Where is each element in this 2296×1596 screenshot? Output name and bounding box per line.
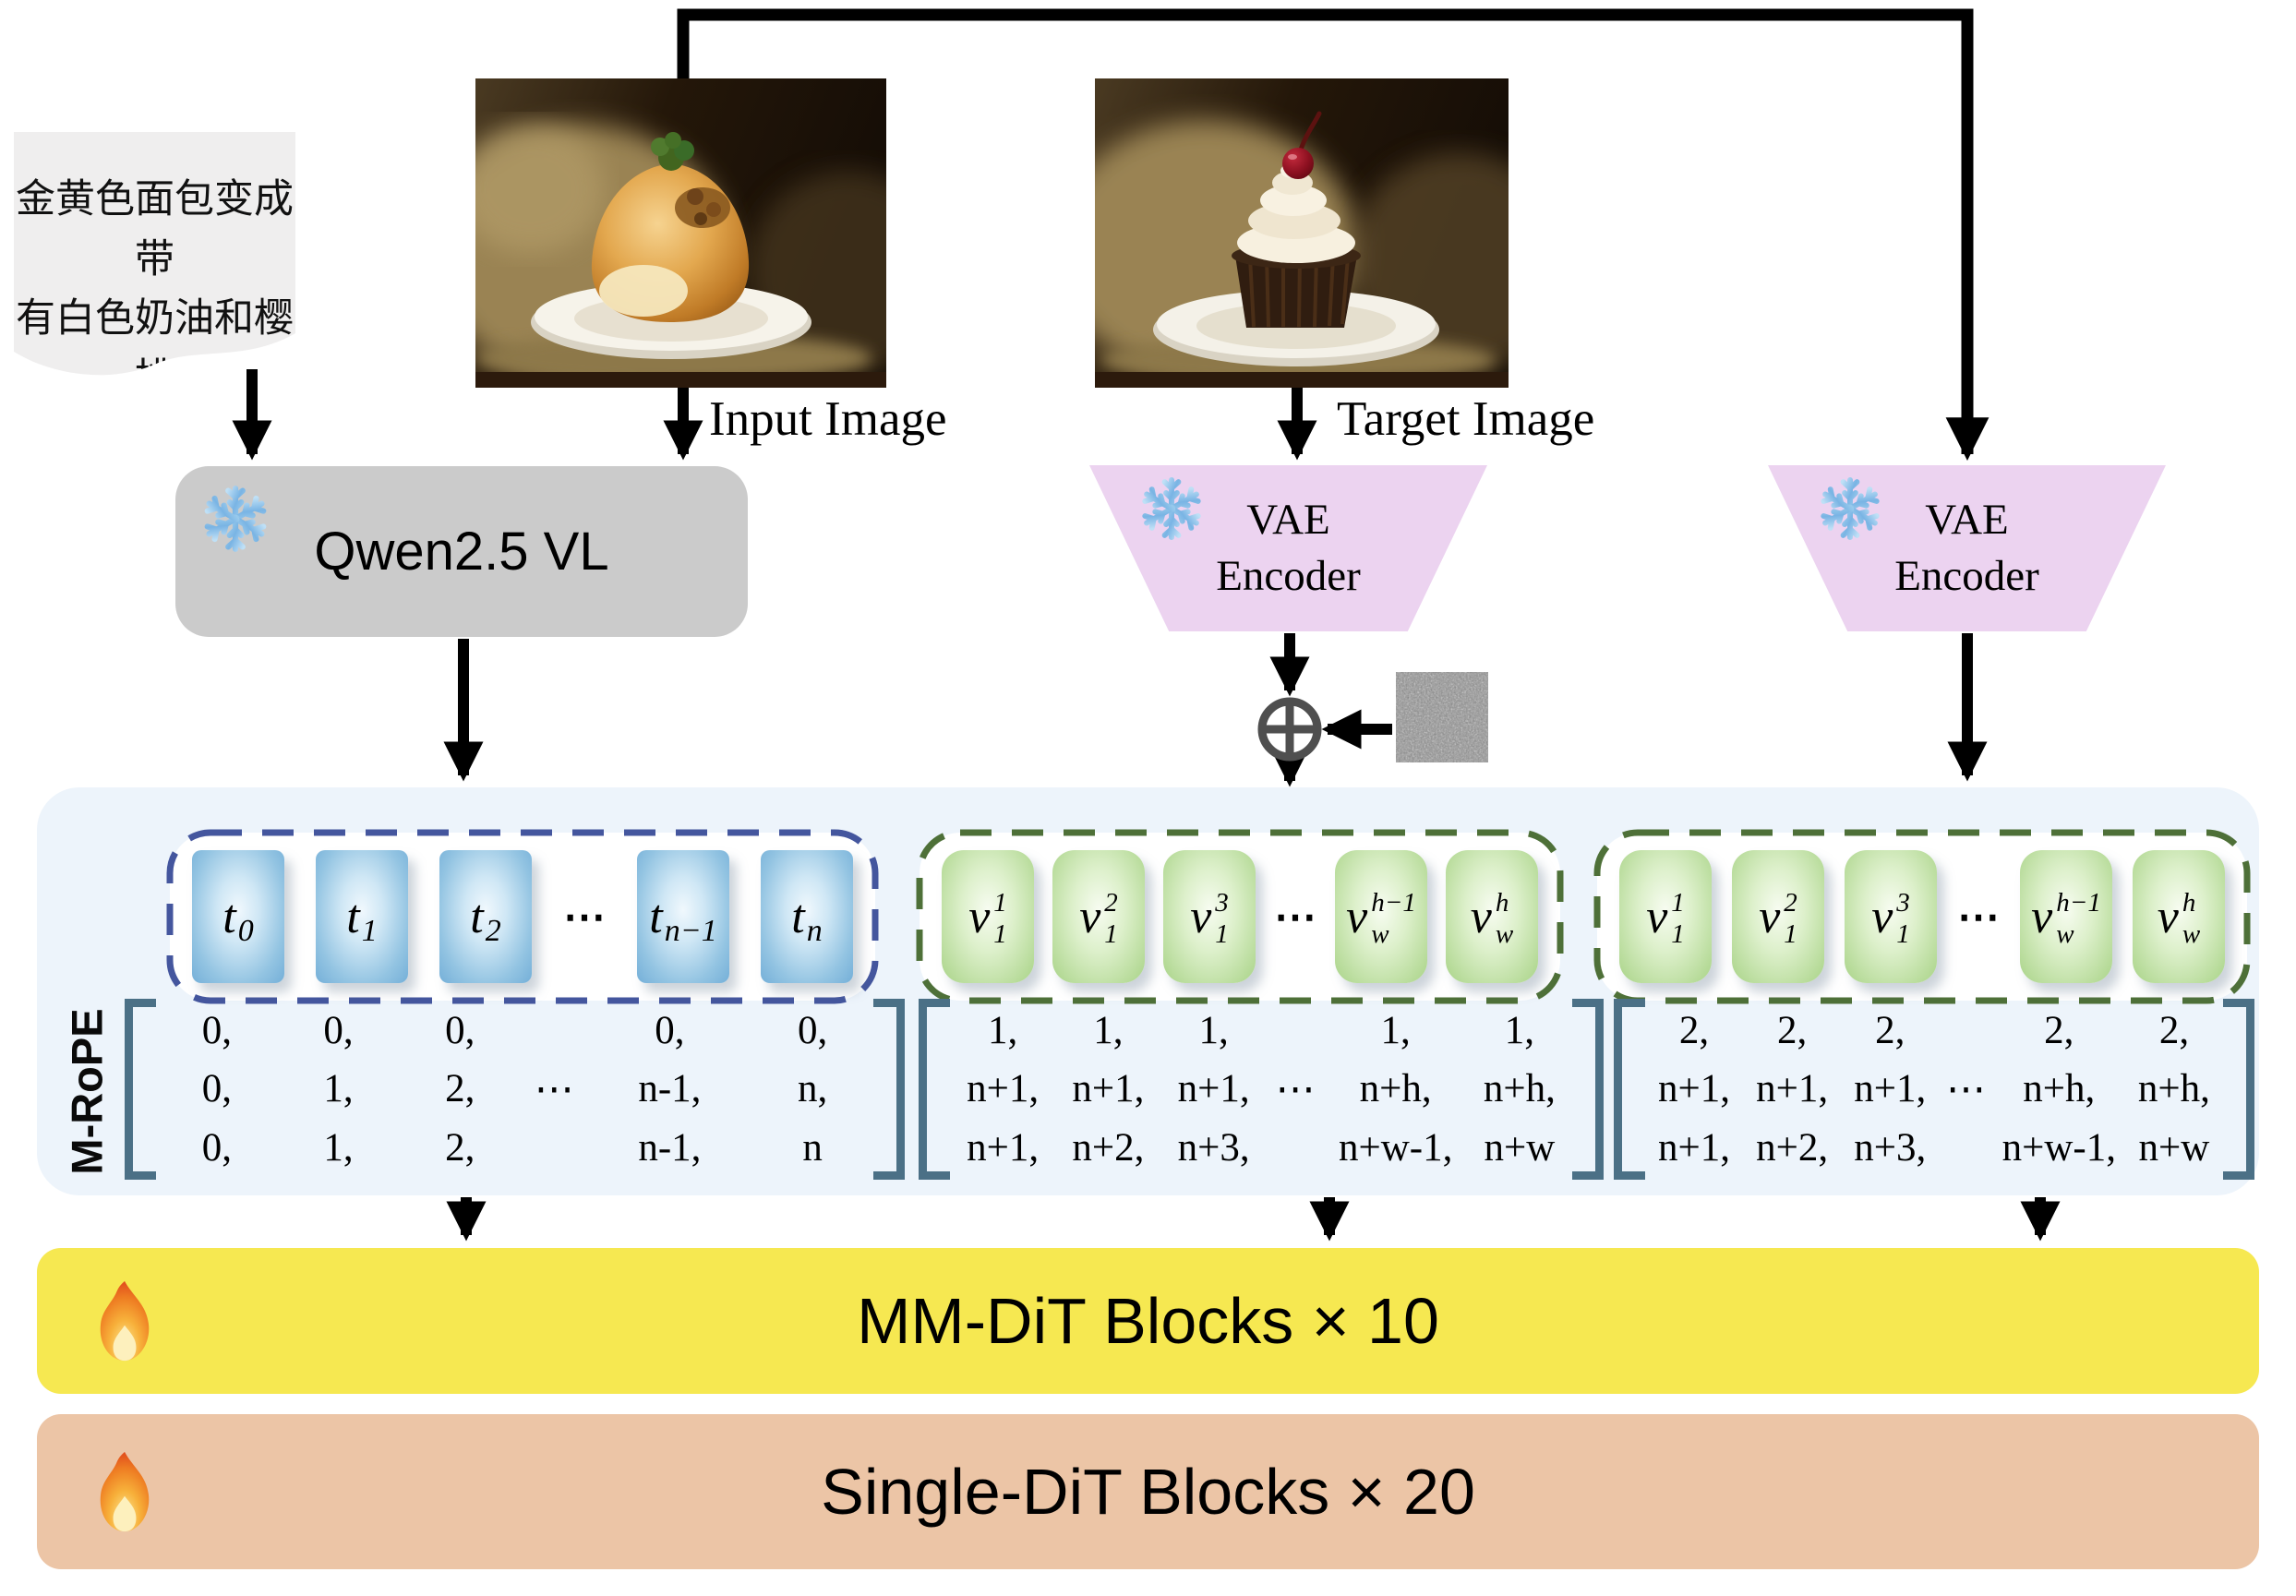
mmdit-blocks-bar: MM-DiT Blocks × 10: [37, 1248, 2259, 1394]
bread-photo: [475, 78, 886, 388]
input-image-caption: Input Image: [709, 392, 947, 446]
text-token: t n−1: [637, 850, 729, 983]
fire-icon: [100, 1280, 150, 1362]
qwen-encoder-box: Qwen2.5 VL: [175, 466, 748, 637]
ellipsis: ⋯: [563, 894, 606, 941]
bracket-left: [125, 999, 156, 1180]
vae-encoder-reference: VAE Encoder: [1768, 465, 2166, 631]
bracket-right: [873, 999, 905, 1180]
visual-token: v h−1 w: [2020, 850, 2112, 983]
target-image-photo: [1095, 78, 1509, 388]
input-image-photo: [475, 78, 886, 388]
bracket-right: [1572, 999, 1604, 1180]
vae-label-line: VAE: [1246, 495, 1330, 544]
mrope-matrix-text: 0, 0, 0, 0, 0, 0, 1, 2, ⋯ n-1, n, 0, 1, 2, n-1, n: [125, 999, 905, 1180]
vae-label-line: Encoder: [1216, 552, 1361, 600]
snowflake-icon: [1816, 474, 1884, 543]
prompt-bubble: 金黄色面包变成带 有白色奶油和樱桃 巧克力纸杯蛋糕。: [14, 132, 295, 383]
ellipsis: ⋯: [1274, 894, 1316, 941]
ellipsis: ⋯: [1957, 894, 2000, 941]
mmdit-label: MM-DiT Blocks × 10: [857, 1285, 1439, 1357]
fire-icon: [100, 1451, 150, 1532]
prompt-line: 金黄色面包变成带: [16, 178, 294, 282]
vae-encoder-target: VAE Encoder: [1089, 465, 1487, 631]
bracket-left: [1614, 999, 1645, 1180]
mrope-axis-label: M-RoPE: [62, 1007, 112, 1175]
noise-patch: [1396, 672, 1488, 762]
qwen-label: Qwen2.5 VL: [314, 522, 609, 582]
mrope-matrix-target: 1, 1, 1, 1, 1, n+1, n+1, n+1, ⋯ n+h, n+h, n+1, n+2…: [919, 999, 1604, 1180]
snowflake-icon: [1137, 474, 1206, 543]
cupcake-photo: [1095, 78, 1509, 388]
target-image-caption: Target Image: [1337, 392, 1595, 446]
mrope-matrix-reference: 2, 2, 2, 2, 2, n+1, n+1, n+1, ⋯ n+h, n+h, n+1, n+2…: [1614, 999, 2254, 1180]
connector-input-to-reference-vae: [677, 8, 1989, 462]
bracket-left: [919, 999, 950, 1180]
single-dit-label: Single-DiT Blocks × 20: [821, 1456, 1475, 1528]
vae-label-line: Encoder: [1894, 552, 2039, 600]
visual-token: v h−1 w: [1335, 850, 1427, 983]
single-dit-blocks-bar: Single-DiT Blocks × 20: [37, 1414, 2259, 1569]
vae-label-line: VAE: [1925, 495, 2009, 544]
snowflake-icon: [199, 483, 271, 555]
circled-plus-icon: [1257, 697, 1322, 762]
bracket-right: [2223, 999, 2254, 1180]
